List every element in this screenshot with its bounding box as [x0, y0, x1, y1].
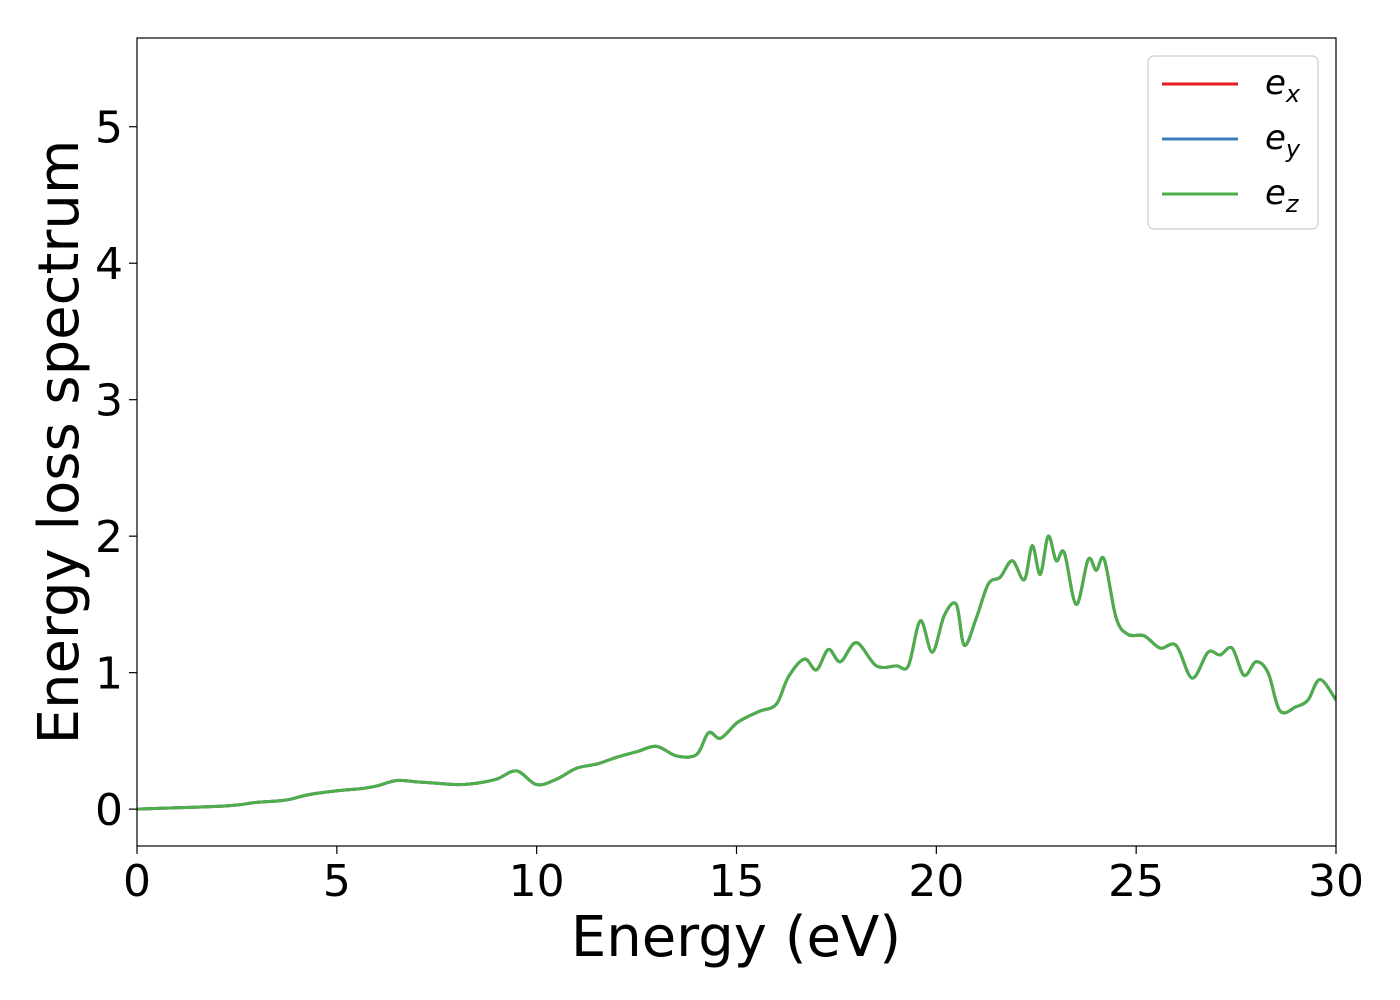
- legend-box: [1147, 55, 1319, 230]
- y-tick-label: 0: [95, 785, 123, 836]
- y-axis-ticks: 0 1 2 3 4 5: [95, 103, 137, 836]
- x-tick-label: 25: [1108, 856, 1164, 907]
- legend-label-e-z: ez: [1265, 173, 1300, 218]
- y-tick-label: 4: [95, 239, 123, 290]
- legend-label-e-y: ey: [1265, 118, 1301, 163]
- legend-label-e-x: ex: [1265, 63, 1301, 108]
- y-tick-label: 5: [95, 103, 123, 154]
- y-tick-label: 3: [95, 376, 123, 427]
- x-tick-label: 20: [908, 856, 964, 907]
- x-axis-ticks: 0 5 10 15 20 25 30: [123, 846, 1364, 907]
- legend-entries: ex ey ez: [1162, 63, 1301, 218]
- x-tick-label: 0: [123, 856, 151, 907]
- legend: ex ey ez: [1147, 55, 1319, 230]
- x-axis-label: Energy (eV): [571, 905, 901, 970]
- y-axis-label: Energy loss spectrum: [27, 140, 92, 745]
- y-tick-label: 1: [95, 649, 123, 700]
- x-tick-label: 30: [1308, 856, 1364, 907]
- x-tick-label: 5: [323, 856, 351, 907]
- x-tick-label: 10: [509, 856, 565, 907]
- series-layer: [137, 534, 1336, 811]
- y-tick-label: 2: [95, 512, 123, 563]
- series-line-e-z: [137, 534, 1336, 811]
- x-tick-label: 15: [709, 856, 765, 907]
